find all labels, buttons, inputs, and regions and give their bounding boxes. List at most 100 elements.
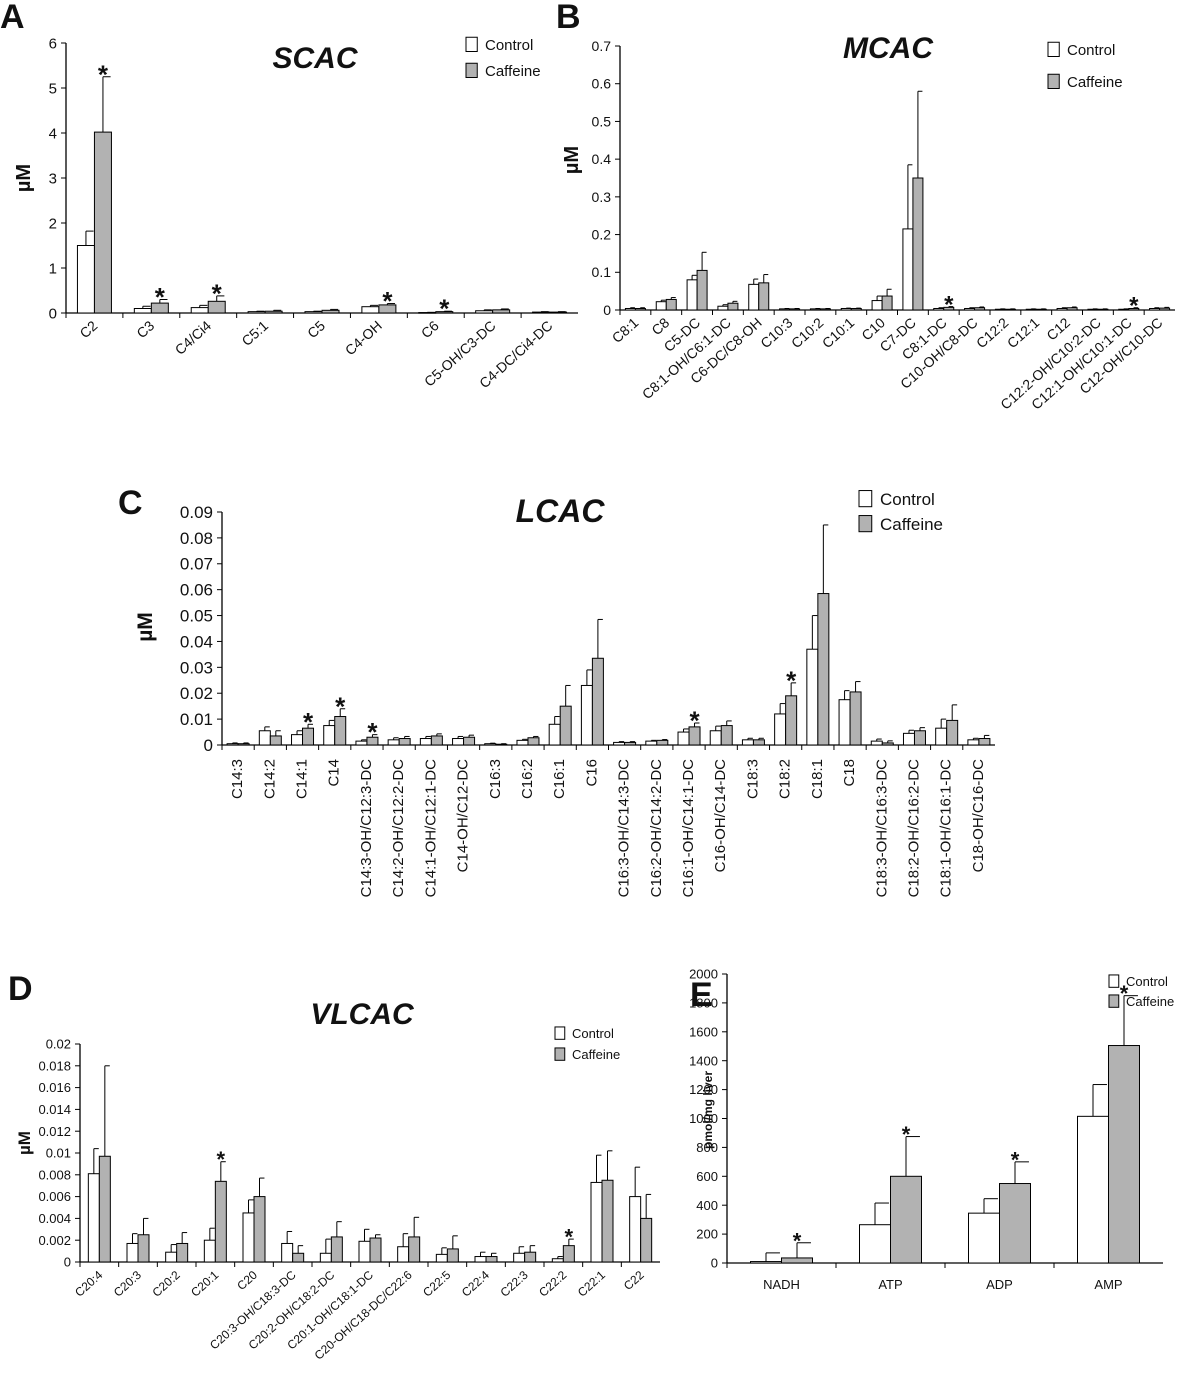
y-tick-label-0-2: 0.2 — [592, 226, 612, 242]
legend-label-control: Control — [1067, 42, 1115, 59]
bar-control-C14-OH-C12-DC — [452, 738, 465, 746]
x-tick-label-C10-2: C10:2 — [788, 314, 827, 351]
bar-control-C14-2 — [258, 730, 271, 746]
x-tick-label-C16-3: C16:3 — [487, 759, 504, 799]
bar-caffeine-C20-3-OH-C18-3-DC — [292, 1252, 305, 1263]
y-axis-label: µM — [134, 612, 157, 642]
x-tick-label-C12-2: C12:2 — [973, 314, 1012, 351]
x-tick-label-C14-3: C14:3 — [229, 759, 246, 799]
y-tick-label-0-006: 0.006 — [38, 1189, 71, 1204]
bar-control-C14-2-OH-C12-2-DC — [387, 739, 400, 746]
y-tick-label-0: 0 — [64, 1255, 71, 1270]
x-tick-label-C4-Ci4: C4/Ci4 — [172, 317, 215, 358]
legend-label-control: Control — [1126, 974, 1168, 989]
x-tick-label-C8-1: C8:1 — [609, 314, 642, 346]
bar-control-C12 — [1056, 307, 1068, 311]
bar-control-C4-DC-Ci4-DC — [532, 311, 551, 314]
bar-caffeine-AMP — [1108, 1045, 1140, 1264]
x-tick-label-C16-3-OH-C14-3-DC: C16:3-OH/C14:3-DC — [616, 759, 633, 898]
panel-c: C LCAC µM 0 0.01 0.02 0.03 0.04 0.05 0.06 0.07 0.08… — [118, 484, 995, 897]
x-tick-label-C10-3: C10:3 — [757, 314, 796, 351]
legend-swatch-caffeine — [465, 62, 478, 78]
bar-caffeine-C20-OH-C18-DC-C22-6 — [408, 1236, 421, 1263]
bar-control-C18-1-OH-C16-1-DC — [935, 727, 948, 746]
panel-letter-b: B — [556, 0, 581, 36]
bar-control-C5-OH-C3-DC — [475, 310, 494, 314]
bar-caffeine-C8-1 — [634, 307, 646, 311]
significance-star-NADH: * — [793, 1228, 802, 1253]
y-tick-label-0: 0 — [49, 305, 57, 322]
y-tick-label-1000: 1000 — [689, 1111, 718, 1126]
legend-label-caffeine: Caffeine — [880, 515, 943, 534]
bar-caffeine-C5 — [321, 309, 340, 314]
bar-caffeine-C20-1 — [214, 1180, 227, 1263]
bar-control-C16-1-OH-C14-1-DC — [677, 731, 690, 746]
bar-caffeine-C6-DC-C8-OH — [758, 282, 770, 311]
bar-control-C20-1 — [203, 1239, 216, 1263]
bar-caffeine-C12 — [1066, 307, 1078, 311]
y-tick-label-400: 400 — [696, 1198, 718, 1213]
legend-label-control: Control — [572, 1026, 614, 1041]
bar-control-C10-1 — [840, 307, 852, 311]
bar-control-C3 — [133, 308, 152, 314]
x-tick-label-C22: C22 — [621, 1268, 647, 1293]
x-tick-label-C2: C2 — [76, 317, 100, 341]
chart-title: VLCAC — [310, 998, 415, 1031]
y-tick-label-0-002: 0.002 — [38, 1233, 71, 1248]
bar-control-C16-2-OH-C14-2-DC — [645, 740, 658, 746]
bar-control-C18-2 — [774, 713, 787, 746]
bar-control-C18-3 — [741, 739, 754, 746]
y-tick-label-0-004: 0.004 — [38, 1211, 71, 1226]
bar-control-C22-4 — [474, 1256, 487, 1263]
bar-control-C20-2 — [165, 1251, 178, 1263]
significance-star-C2: * — [98, 59, 109, 89]
x-tick-label-C16-OH-C14-DC: C16-OH/C14-DC — [712, 759, 729, 873]
legend-label-caffeine: Caffeine — [485, 63, 541, 80]
y-tick-label-0-018: 0.018 — [38, 1058, 71, 1073]
bar-control-C22-3 — [513, 1252, 526, 1263]
y-axis-label: µM — [13, 164, 35, 192]
y-tick-label-0-01: 0.01 — [46, 1146, 71, 1161]
bar-control-C16-1 — [548, 723, 561, 746]
y-tick-label-1: 1 — [49, 260, 57, 277]
y-tick-label-0-01: 0.01 — [180, 710, 213, 729]
legend-label-caffeine: Caffeine — [1126, 994, 1174, 1009]
bar-caffeine-C18-1-OH-C16-1-DC — [946, 719, 959, 746]
bar-caffeine-ADP — [999, 1183, 1031, 1264]
bar-caffeine-C5-DC — [696, 269, 708, 311]
y-tick-label-1800: 1800 — [689, 995, 718, 1010]
y-tick-label-0: 0 — [711, 1256, 718, 1271]
y-tick-label-0-012: 0.012 — [38, 1124, 71, 1139]
x-tick-label-C18-2-OH-C16-2-DC: C18:2-OH/C16:2-DC — [905, 759, 922, 898]
y-tick-label-0-1: 0.1 — [592, 264, 612, 280]
significance-star-C4-OH: * — [382, 286, 393, 316]
significance-star-C8-1-DC: * — [944, 292, 954, 319]
bar-caffeine-C18-3 — [752, 739, 765, 746]
bar-caffeine-C12-OH-C10-DC — [1159, 307, 1171, 311]
bar-caffeine-C8-1-OH-C6-1-DC — [727, 302, 739, 311]
bar-caffeine-C22 — [640, 1217, 653, 1263]
x-tick-label-C10-1: C10:1 — [819, 314, 858, 351]
significance-star-C6: * — [439, 294, 450, 324]
bar-control-C18 — [838, 699, 851, 746]
y-tick-label-600: 600 — [696, 1169, 718, 1184]
bar-control-C18-1 — [806, 648, 819, 746]
x-tick-label-NADH: NADH — [763, 1277, 800, 1292]
x-tick-label-C14-3-OH-C12-3-DC: C14:3-OH/C12:3-DC — [358, 759, 375, 898]
x-tick-label-C3: C3 — [133, 317, 157, 341]
bar-control-C5-DC — [686, 279, 698, 311]
y-tick-label-200: 200 — [696, 1227, 718, 1242]
y-tick-label-1400: 1400 — [689, 1053, 718, 1068]
bar-caffeine-C20-2 — [176, 1242, 189, 1263]
bar-caffeine-C18-3-OH-C16-3-DC — [881, 742, 894, 746]
bar-caffeine-C16-3 — [495, 743, 508, 746]
x-tick-label-C5-1: C5:1 — [238, 317, 271, 349]
significance-star-C14-3-OH-C12-3-DC: * — [367, 717, 378, 747]
chart-title: LCAC — [516, 493, 606, 529]
significance-star-C14: * — [335, 691, 346, 721]
bar-control-C20-4 — [87, 1173, 100, 1263]
legend-label-caffeine: Caffeine — [1067, 74, 1123, 91]
x-tick-label-C14-1: C14:1 — [294, 759, 311, 799]
bar-control-C5-1 — [247, 311, 266, 314]
